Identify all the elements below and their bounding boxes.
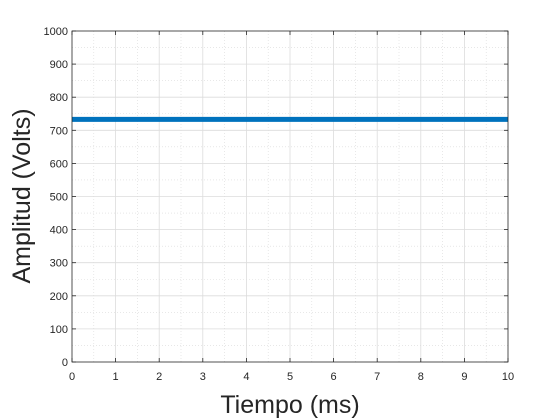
y-axis-label: Amplitud (Volts) [8, 108, 36, 283]
y-tick-label: 500 [50, 192, 68, 204]
axis-ticks [71, 30, 509, 363]
y-tick-label: 0 [62, 357, 68, 369]
y-tick-label: 1000 [44, 26, 68, 38]
x-tick-label: 7 [374, 371, 380, 383]
y-tick-label: 200 [50, 291, 68, 303]
y-tick-labels: 0 100 200 300 400 500 600 700 800 900 1000 [44, 26, 68, 369]
y-tick-label: 400 [50, 225, 68, 237]
x-tick-label: 3 [200, 371, 206, 383]
major-grid [72, 31, 508, 362]
x-tick-label: 10 [502, 371, 514, 383]
x-tick-labels: 0 1 2 3 4 5 6 7 8 9 10 [69, 371, 514, 383]
x-tick-label: 5 [287, 371, 293, 383]
x-tick-label: 2 [156, 371, 162, 383]
y-tick-label: 800 [50, 92, 68, 104]
y-tick-label: 700 [50, 125, 68, 137]
x-tick-label: 6 [331, 371, 337, 383]
y-tick-label: 600 [50, 158, 68, 170]
x-tick-label: 8 [418, 371, 424, 383]
x-tick-label: 9 [461, 371, 467, 383]
y-tick-label: 300 [50, 258, 68, 270]
y-tick-label: 100 [50, 324, 68, 336]
x-tick-label: 4 [243, 371, 249, 383]
x-tick-label: 0 [69, 371, 75, 383]
y-tick-label: 900 [50, 59, 68, 71]
x-tick-label: 1 [113, 371, 119, 383]
x-axis-label: Tiempo (ms) [220, 391, 359, 419]
